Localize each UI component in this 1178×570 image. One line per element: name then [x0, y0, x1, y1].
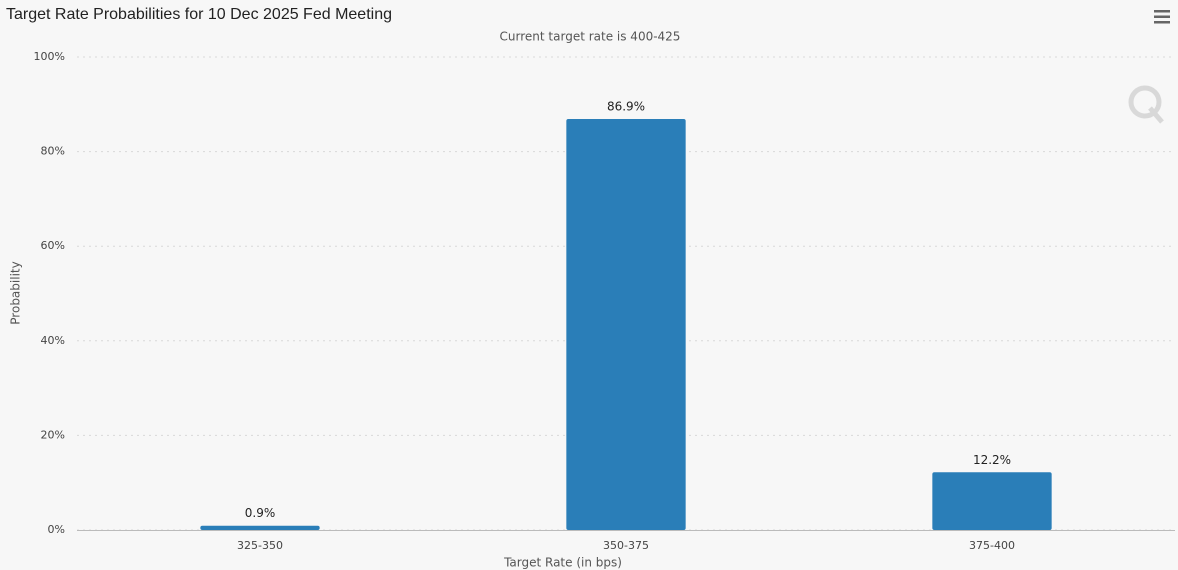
bar	[932, 472, 1052, 530]
value-label: 0.9%	[245, 506, 276, 520]
y-tick-label: 40%	[41, 334, 65, 347]
y-tick-label: 0%	[48, 523, 65, 536]
bar	[566, 118, 686, 530]
y-tick-label: 60%	[41, 239, 65, 252]
y-tick-label: 80%	[41, 145, 65, 158]
x-axis-label: Target Rate (in bps)	[503, 556, 622, 570]
chart-title: Target Rate Probabilities for 10 Dec 202…	[6, 6, 392, 23]
menu-bar	[1154, 21, 1170, 24]
bar	[200, 525, 320, 530]
menu-button[interactable]	[1154, 10, 1170, 24]
y-axis-label: Probability	[9, 261, 23, 324]
value-label: 86.9%	[607, 99, 645, 113]
menu-bar	[1154, 10, 1170, 13]
logo-tail	[1148, 106, 1164, 124]
value-label: 12.2%	[973, 453, 1011, 467]
logo	[1128, 85, 1164, 124]
chart-subtitle: Current target rate is 400-425	[500, 30, 681, 44]
menu-bar	[1154, 15, 1170, 18]
x-tick-label: 350-375	[603, 539, 649, 552]
y-tick-label: 100%	[34, 50, 65, 63]
x-tick-label: 375-400	[969, 539, 1015, 552]
y-tick-label: 20%	[41, 428, 65, 441]
logo-ring	[1128, 85, 1162, 119]
x-tick-label: 325-350	[237, 539, 283, 552]
